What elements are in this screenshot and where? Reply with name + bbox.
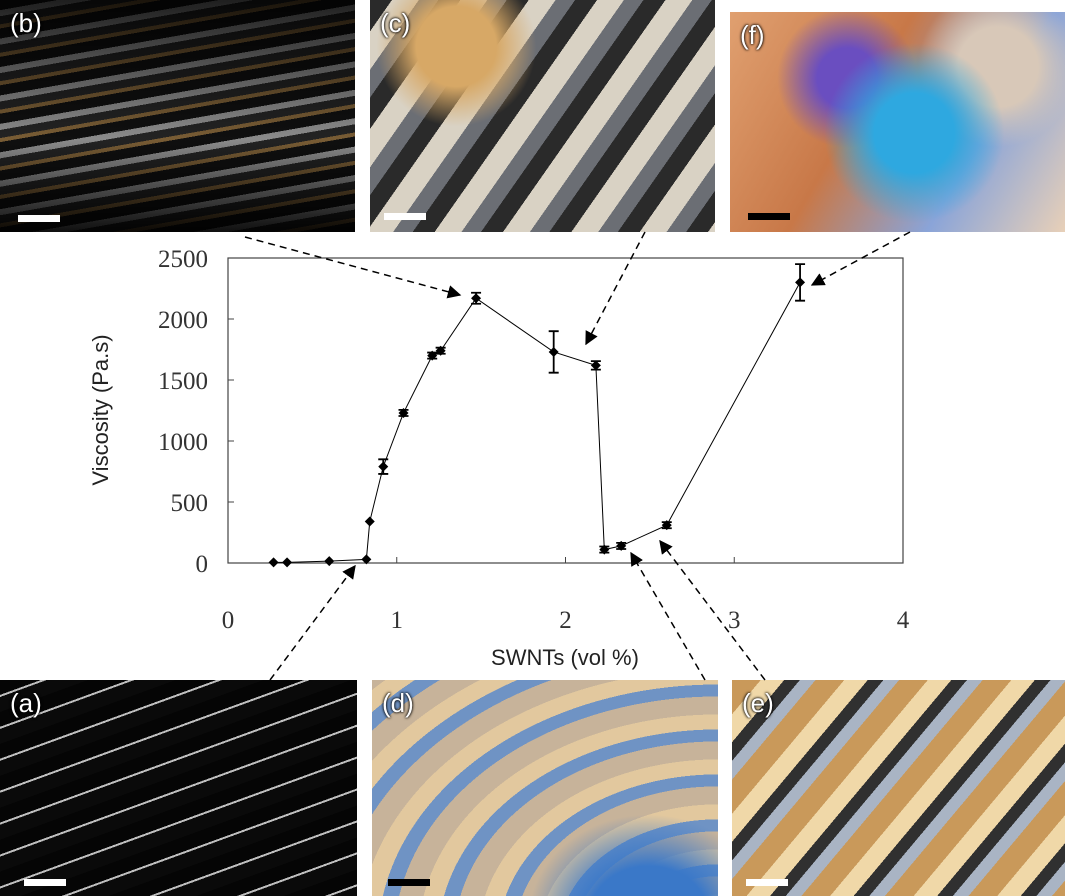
trend-line — [274, 282, 801, 562]
arrow — [270, 566, 355, 680]
x-axis-title: SWNTs (vol %) — [491, 645, 639, 670]
chart: SWNTs (vol %) Viscosity (Pa.s) 0 500 1000 1… — [0, 0, 1065, 896]
plot-frame — [228, 258, 903, 563]
point — [269, 557, 279, 567]
point — [282, 557, 292, 567]
arrow — [245, 237, 460, 295]
point — [471, 293, 481, 303]
y-tick-label: 2500 — [158, 246, 208, 273]
y-tick-label: 500 — [171, 490, 209, 517]
y-tick-label: 2000 — [158, 307, 208, 334]
page: {"chart_data": {"type": "scatter", "x_la… — [0, 0, 1065, 896]
y-tick-label: 0 — [196, 551, 209, 578]
x-tick-label: 2 — [559, 607, 572, 634]
arrow — [586, 232, 645, 344]
point — [549, 347, 559, 357]
y-tick-label: 1500 — [158, 368, 208, 395]
y-axis-title: Viscosity (Pa.s) — [88, 334, 113, 485]
point — [365, 517, 375, 527]
y-tick-label: 1000 — [158, 429, 208, 456]
arrow — [631, 553, 705, 680]
x-tick-label: 3 — [728, 607, 741, 634]
point — [378, 462, 388, 472]
point — [324, 556, 334, 566]
x-tick-label: 0 — [222, 607, 235, 634]
arrow — [660, 541, 765, 680]
x-tick-label: 4 — [897, 607, 910, 634]
x-tick-label: 1 — [391, 607, 404, 634]
point — [795, 277, 805, 287]
